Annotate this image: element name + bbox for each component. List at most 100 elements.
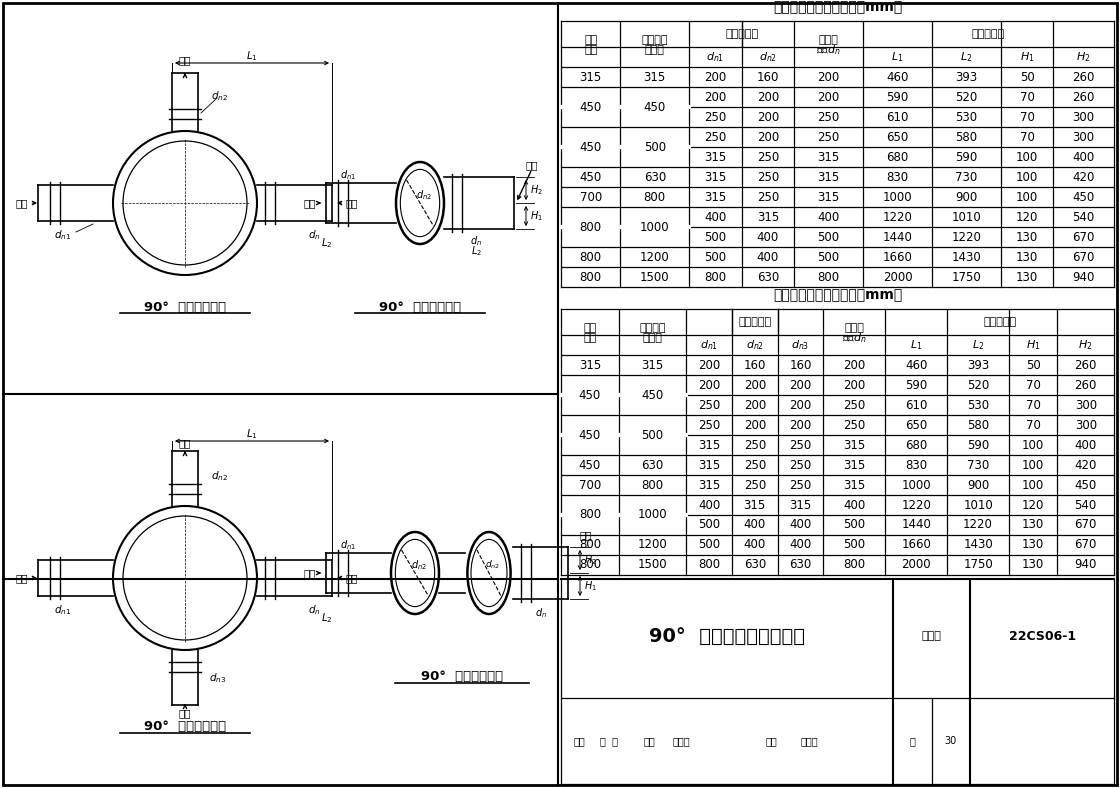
- Text: 800: 800: [579, 221, 601, 233]
- Text: 420: 420: [1074, 459, 1096, 471]
- Text: 800: 800: [579, 508, 601, 522]
- Text: 680: 680: [905, 438, 927, 452]
- Text: 1660: 1660: [883, 251, 913, 263]
- Text: 315: 315: [704, 170, 727, 184]
- Text: 590: 590: [955, 151, 978, 163]
- Text: 井底座尺寸: 井底座尺寸: [972, 29, 1005, 39]
- Text: 1000: 1000: [902, 478, 931, 492]
- Text: 出水: 出水: [346, 573, 358, 583]
- Text: 陈茂盛: 陈茂盛: [800, 736, 818, 746]
- Text: 1000: 1000: [883, 191, 913, 203]
- Text: 450: 450: [642, 388, 664, 402]
- Text: $H_1$: $H_1$: [1020, 50, 1035, 64]
- Text: $L_1$: $L_1$: [246, 427, 258, 441]
- Text: $L_2$: $L_2$: [321, 611, 333, 625]
- Text: 1440: 1440: [883, 231, 913, 243]
- Text: 400: 400: [843, 499, 866, 511]
- Text: 800: 800: [644, 191, 665, 203]
- Text: 800: 800: [579, 538, 601, 552]
- Text: 100: 100: [1016, 170, 1038, 184]
- Text: 250: 250: [698, 399, 720, 411]
- Text: $d_{n1}$: $d_{n1}$: [340, 538, 356, 552]
- Text: 1010: 1010: [963, 499, 993, 511]
- Text: 500: 500: [642, 429, 663, 441]
- Text: $d_{n3}$: $d_{n3}$: [209, 671, 226, 685]
- Text: 315: 315: [704, 191, 727, 203]
- Text: 450: 450: [579, 101, 601, 113]
- Text: 1430: 1430: [963, 538, 993, 552]
- Text: 130: 130: [1016, 251, 1038, 263]
- Text: 200: 200: [757, 110, 780, 124]
- Text: $d_{n1}$: $d_{n1}$: [340, 168, 356, 182]
- Text: $L_2$: $L_2$: [972, 338, 984, 352]
- Text: 130: 130: [1016, 231, 1038, 243]
- Text: 260: 260: [1074, 378, 1096, 392]
- Text: $d_n$: $d_n$: [308, 228, 320, 242]
- Text: 1750: 1750: [952, 270, 981, 284]
- Text: 670: 670: [1074, 538, 1096, 552]
- Text: 70: 70: [1026, 418, 1040, 432]
- Text: 315: 315: [644, 70, 666, 84]
- Text: $d_{n2}$: $d_{n2}$: [411, 558, 427, 572]
- Text: 1500: 1500: [637, 559, 668, 571]
- Text: 井底座尺寸: 井底座尺寸: [983, 317, 1016, 327]
- Text: 1440: 1440: [902, 519, 931, 531]
- Text: 井筒: 井筒: [584, 35, 597, 45]
- Text: $d_{n2}$: $d_{n2}$: [485, 559, 501, 571]
- Text: 200: 200: [818, 91, 840, 103]
- Text: 90°  三通、四通井井底座: 90° 三通、四通井井底座: [648, 627, 805, 646]
- Text: 1430: 1430: [952, 251, 981, 263]
- Text: 650: 650: [886, 131, 908, 143]
- Text: 外径$d_n$: 外径$d_n$: [816, 43, 841, 57]
- Text: 260: 260: [1073, 70, 1095, 84]
- Text: $d_n$: $d_n$: [470, 234, 482, 248]
- Text: 1200: 1200: [637, 538, 668, 552]
- Text: 800: 800: [579, 251, 601, 263]
- Text: 450: 450: [579, 459, 601, 471]
- Text: 450: 450: [579, 429, 601, 441]
- Text: 630: 630: [790, 559, 812, 571]
- Text: 90°  三通井平面图: 90° 三通井平面图: [144, 300, 226, 314]
- Text: $d_{n2}$: $d_{n2}$: [212, 469, 228, 483]
- Text: 1660: 1660: [902, 538, 931, 552]
- Text: 730: 730: [955, 170, 978, 184]
- Text: $d_{n1}$: $d_{n1}$: [707, 50, 725, 64]
- Text: 四通井井底座规格尺寸（mm）: 四通井井底座规格尺寸（mm）: [773, 288, 902, 302]
- Text: 460: 460: [886, 70, 908, 84]
- Text: 500: 500: [818, 251, 840, 263]
- Text: 700: 700: [579, 191, 601, 203]
- Text: 130: 130: [1016, 270, 1038, 284]
- Text: 315: 315: [698, 438, 720, 452]
- Text: 70: 70: [1019, 91, 1035, 103]
- Text: 200: 200: [698, 359, 720, 371]
- Text: 315: 315: [579, 70, 601, 84]
- Text: $d_{n2}$: $d_{n2}$: [212, 89, 228, 103]
- Text: 500: 500: [704, 251, 727, 263]
- Text: 30: 30: [945, 736, 956, 746]
- Text: $d_{n1}$: $d_{n1}$: [55, 228, 72, 242]
- Text: 200: 200: [790, 378, 812, 392]
- Text: 315: 315: [790, 499, 812, 511]
- Text: 200: 200: [704, 91, 727, 103]
- Text: $H_1$: $H_1$: [1026, 338, 1040, 352]
- Text: 500: 500: [843, 538, 866, 552]
- Text: 100: 100: [1016, 191, 1038, 203]
- Text: 进水: 进水: [304, 198, 316, 208]
- Text: 500: 500: [704, 231, 727, 243]
- Text: 70: 70: [1026, 399, 1040, 411]
- Text: 250: 250: [744, 459, 766, 471]
- Text: 出水管: 出水管: [819, 35, 839, 45]
- Text: 500: 500: [698, 519, 720, 531]
- Text: 200: 200: [790, 418, 812, 432]
- Text: 管志锋: 管志锋: [672, 736, 690, 746]
- Text: 800: 800: [843, 559, 866, 571]
- Text: $H_1$: $H_1$: [530, 209, 542, 223]
- Text: 250: 250: [757, 170, 780, 184]
- Text: 520: 520: [955, 91, 978, 103]
- Text: 1010: 1010: [952, 210, 981, 224]
- Text: 393: 393: [955, 70, 978, 84]
- Text: 580: 580: [967, 418, 989, 432]
- Text: $d_{n3}$: $d_{n3}$: [792, 338, 810, 352]
- Text: 页: 页: [909, 736, 915, 746]
- Text: 200: 200: [704, 70, 727, 84]
